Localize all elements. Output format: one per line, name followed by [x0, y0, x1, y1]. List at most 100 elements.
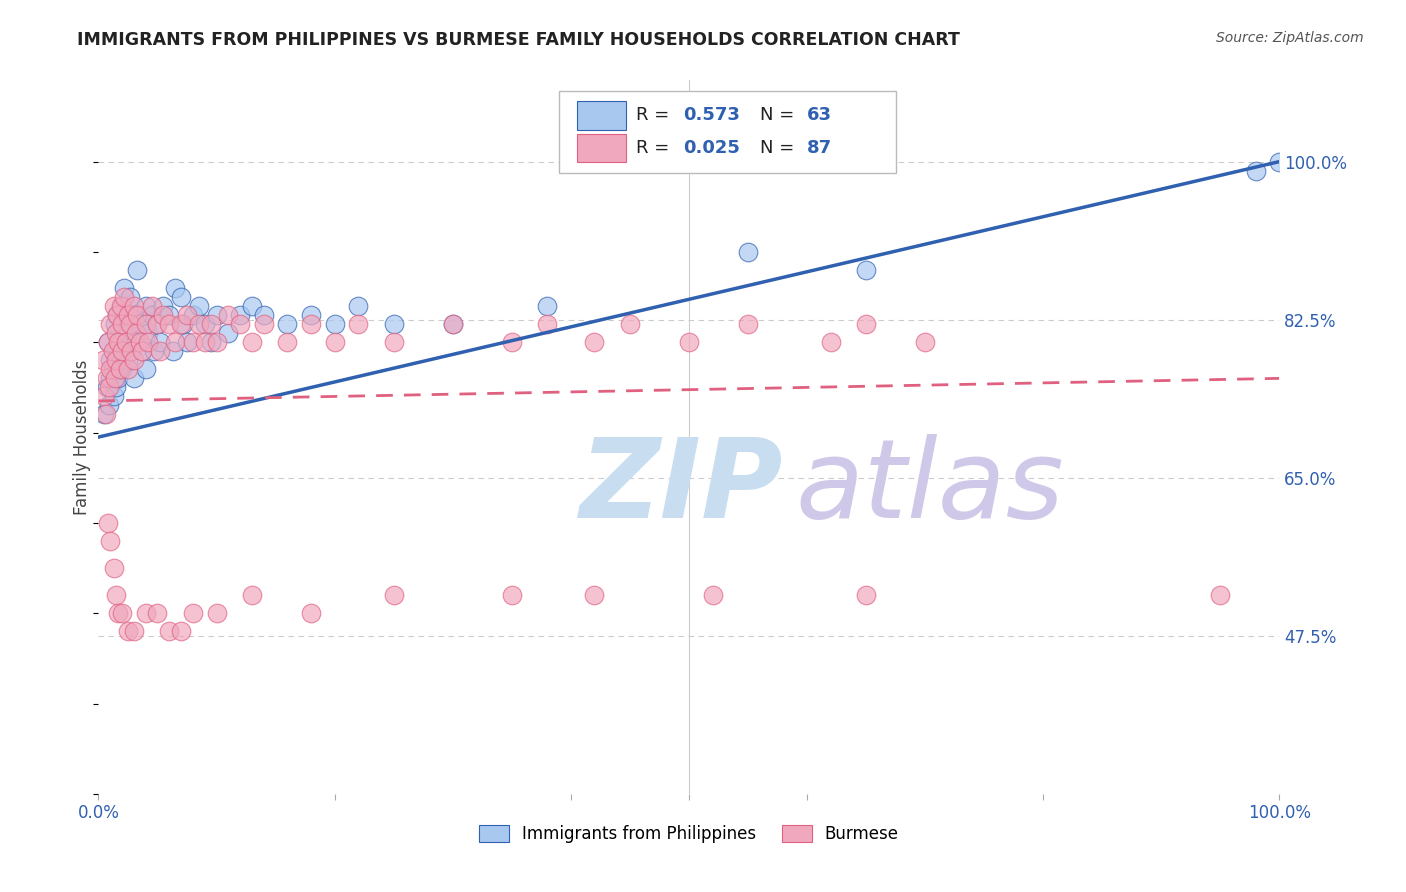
Point	[101, 344, 124, 359]
Point	[299, 317, 322, 331]
Point	[194, 335, 217, 350]
Point	[125, 326, 148, 341]
Point	[737, 244, 759, 259]
Point	[111, 606, 134, 620]
Point	[105, 326, 128, 341]
Point	[240, 299, 263, 313]
Point	[441, 317, 464, 331]
Point	[240, 588, 263, 602]
Point	[194, 317, 217, 331]
Point	[96, 371, 118, 385]
Point	[146, 317, 169, 331]
Point	[276, 335, 298, 350]
Point	[135, 362, 157, 376]
Point	[111, 317, 134, 331]
Point	[98, 371, 121, 385]
Point	[135, 317, 157, 331]
Point	[152, 299, 174, 313]
Point	[96, 380, 118, 394]
Point	[127, 308, 149, 322]
Point	[501, 588, 523, 602]
Point	[98, 362, 121, 376]
Point	[104, 317, 127, 331]
Point	[93, 389, 115, 403]
Point	[347, 317, 370, 331]
Point	[1268, 154, 1291, 169]
Point	[323, 335, 346, 350]
Point	[914, 335, 936, 350]
Point	[112, 281, 135, 295]
Point	[122, 353, 145, 368]
Point	[98, 380, 121, 394]
Point	[702, 588, 724, 602]
Point	[619, 317, 641, 331]
Point	[128, 317, 150, 331]
Point	[200, 335, 222, 350]
Text: 63: 63	[807, 106, 832, 124]
Point	[97, 516, 120, 530]
Point	[146, 606, 169, 620]
Point	[253, 317, 276, 331]
Point	[181, 606, 204, 620]
Point	[583, 588, 606, 602]
Point	[299, 308, 322, 322]
Point	[382, 317, 405, 331]
Point	[205, 335, 228, 350]
Y-axis label: Family Households: Family Households	[73, 359, 91, 515]
Point	[157, 317, 180, 331]
Point	[135, 606, 157, 620]
Point	[170, 317, 193, 331]
Point	[94, 408, 117, 422]
Point	[98, 353, 121, 368]
Point	[323, 317, 346, 331]
Point	[200, 317, 222, 331]
Point	[128, 335, 150, 350]
Text: R =: R =	[636, 106, 675, 124]
Legend: Immigrants from Philippines, Burmese: Immigrants from Philippines, Burmese	[472, 818, 905, 850]
Point	[110, 353, 132, 368]
Point	[97, 335, 120, 350]
Text: atlas: atlas	[796, 434, 1064, 541]
Point	[165, 281, 187, 295]
Point	[187, 299, 209, 313]
Point	[105, 308, 128, 322]
Point	[131, 344, 153, 359]
Point	[217, 308, 239, 322]
Point	[135, 299, 157, 313]
Point	[103, 561, 125, 575]
Point	[382, 588, 405, 602]
Point	[737, 317, 759, 331]
Point	[117, 362, 139, 376]
Text: Source: ZipAtlas.com: Source: ZipAtlas.com	[1216, 31, 1364, 45]
Point	[855, 263, 877, 277]
Point	[108, 362, 131, 376]
Point	[121, 344, 143, 359]
Point	[110, 299, 132, 313]
Point	[122, 371, 145, 385]
Point	[120, 290, 142, 304]
Point	[170, 290, 193, 304]
Text: R =: R =	[636, 139, 675, 157]
Point	[105, 344, 128, 359]
Point	[104, 371, 127, 385]
Point	[347, 299, 370, 313]
Point	[122, 299, 145, 313]
Point	[536, 299, 558, 313]
Point	[205, 606, 228, 620]
Point	[217, 326, 239, 341]
Point	[111, 344, 134, 359]
Point	[229, 317, 252, 331]
Point	[105, 588, 128, 602]
Point	[205, 308, 228, 322]
Point	[120, 317, 142, 331]
Point	[117, 308, 139, 322]
Point	[97, 335, 120, 350]
Text: IMMIGRANTS FROM PHILIPPINES VS BURMESE FAMILY HOUSEHOLDS CORRELATION CHART: IMMIGRANTS FROM PHILIPPINES VS BURMESE F…	[77, 31, 960, 49]
Text: N =: N =	[759, 139, 800, 157]
Point	[105, 353, 128, 368]
Point	[162, 344, 184, 359]
Point	[229, 308, 252, 322]
Point	[820, 335, 842, 350]
Point	[142, 344, 165, 359]
Point	[136, 326, 159, 341]
